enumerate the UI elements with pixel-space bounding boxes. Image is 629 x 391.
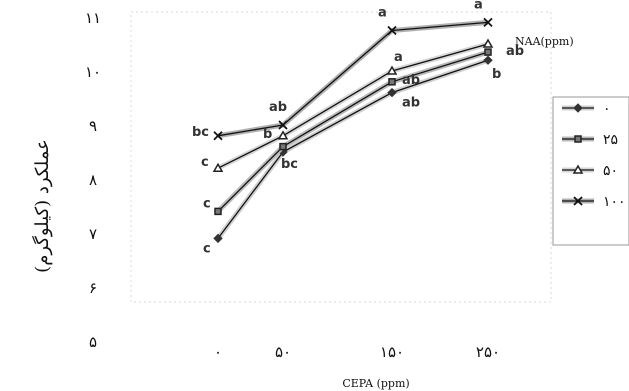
significance-letter: b bbox=[492, 67, 501, 82]
significance-letter: bc bbox=[192, 125, 209, 140]
data-point-triangle bbox=[482, 38, 494, 48]
x-tick-label: ۱۵۰ bbox=[380, 343, 404, 361]
legend-label: ۵۰ bbox=[603, 163, 618, 179]
significance-letter: a bbox=[378, 6, 387, 21]
data-point-square bbox=[484, 48, 492, 56]
series-square bbox=[214, 48, 492, 216]
legend-marker-triangle bbox=[572, 164, 584, 174]
series-line bbox=[217, 59, 489, 239]
data-point-diamond bbox=[387, 87, 397, 98]
significance-letter: bc bbox=[281, 157, 298, 172]
data-point-square bbox=[214, 207, 222, 216]
significance-letter: c bbox=[203, 241, 211, 256]
data-point-triangle bbox=[212, 162, 224, 172]
legend-marker-square bbox=[574, 135, 582, 143]
y-tick-label: ۷ bbox=[89, 225, 97, 243]
y-tick-label: ۸ bbox=[89, 171, 97, 189]
legend-label: ۲۵ bbox=[603, 132, 618, 148]
series-line bbox=[217, 43, 489, 169]
series-diamond bbox=[213, 55, 493, 244]
data-point-square bbox=[388, 78, 396, 86]
series-triangle bbox=[212, 38, 494, 172]
significance-letter: a bbox=[394, 50, 403, 65]
series-line-shadow bbox=[217, 19, 489, 139]
legend-marker-x bbox=[573, 196, 583, 206]
legend-item: ۲۵ bbox=[562, 132, 618, 148]
data-point-square bbox=[279, 142, 287, 151]
plot-area bbox=[130, 11, 552, 303]
x-tick-label: ۵۰ bbox=[275, 343, 291, 361]
series-x bbox=[213, 17, 493, 141]
significance-letter: b bbox=[263, 127, 272, 142]
y-tick-label: ۹ bbox=[89, 117, 97, 135]
series-layer bbox=[212, 17, 494, 244]
data-point-x bbox=[483, 17, 493, 28]
y-tick-label: ۱۱ bbox=[85, 9, 101, 27]
data-point-triangle bbox=[386, 65, 398, 75]
y-axis-ticks: ۵ ۶ ۷ ۸ ۹ ۱۰ ۱۱ bbox=[85, 9, 101, 351]
y-tick-label: ۱۰ bbox=[85, 63, 101, 81]
legend-label: ۱۰۰ bbox=[603, 194, 626, 210]
y-tick-label: ۶ bbox=[89, 279, 97, 297]
significance-letter: c bbox=[201, 155, 209, 170]
x-axis-ticks: ۰ ۵۰ ۱۵۰ ۲۵۰ bbox=[214, 343, 500, 361]
data-point-x bbox=[213, 131, 223, 141]
significance-letter: ab bbox=[269, 100, 287, 115]
data-point-triangle bbox=[277, 130, 289, 140]
x-axis-label: CEPA (ppm) bbox=[342, 377, 409, 390]
significance-letter: a bbox=[474, 0, 483, 12]
significance-letter: c bbox=[203, 196, 211, 211]
significance-letter: ab bbox=[402, 73, 420, 88]
legend-item: ۱۰۰ bbox=[562, 194, 626, 210]
data-point-diamond bbox=[213, 233, 223, 244]
x-tick-label: ۰ bbox=[214, 343, 222, 361]
data-point-diamond bbox=[483, 55, 493, 65]
series-line bbox=[217, 51, 489, 212]
data-point-x bbox=[387, 25, 397, 36]
x-tick-label: ۲۵۰ bbox=[476, 343, 500, 361]
data-point-x bbox=[278, 120, 288, 130]
significance-letter: ab bbox=[506, 44, 524, 59]
y-tick-label: ۵ bbox=[89, 333, 97, 351]
y-axis-label: عملکرد (کیلوگرم) bbox=[31, 139, 53, 273]
legend-marker-diamond bbox=[573, 103, 583, 113]
legend-title: NAA(ppm) bbox=[515, 35, 574, 48]
legend-item: ۰ bbox=[562, 101, 611, 117]
series-line bbox=[217, 21, 489, 137]
legend-item: ۵۰ bbox=[562, 163, 618, 179]
legend-label: ۰ bbox=[603, 101, 611, 117]
significance-letter: ab bbox=[402, 96, 420, 111]
legend: ۰ ۲۵ ۵۰ ۱۰۰ bbox=[552, 96, 629, 246]
